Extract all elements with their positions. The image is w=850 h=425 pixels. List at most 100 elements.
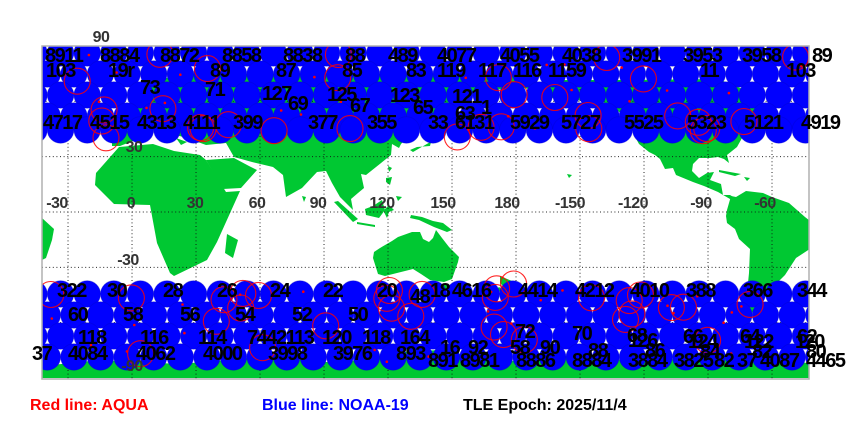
orbit-number: 4919 bbox=[801, 112, 841, 134]
orbit-number: 4616 bbox=[452, 280, 492, 302]
orbit-number: 22 bbox=[323, 280, 344, 302]
orbit-number: 87 bbox=[276, 60, 297, 82]
orbit-number: 164 bbox=[400, 327, 430, 349]
orbit-number: 88 bbox=[588, 340, 609, 362]
orbit-number: 8858 bbox=[222, 45, 262, 67]
legend-tle-epoch: TLE Epoch: 2025/11/4 bbox=[463, 397, 627, 414]
lon-label: 90 bbox=[309, 195, 327, 212]
orbit-number: 489 bbox=[388, 45, 418, 67]
orbit-number: 3976 bbox=[333, 343, 373, 365]
orbit-number: 399 bbox=[233, 112, 263, 134]
lat-label: -90 bbox=[121, 358, 143, 375]
orbit-number: 4010 bbox=[630, 280, 670, 302]
orbit-number: 48 bbox=[410, 286, 431, 308]
lon-label: 60 bbox=[248, 195, 266, 212]
orbit-number: 3884 bbox=[628, 350, 668, 372]
lat-label: 30 bbox=[125, 139, 143, 156]
lon-label: -150 bbox=[554, 195, 586, 212]
orbit-number: 4465 bbox=[806, 350, 846, 372]
orbit-number: 67 bbox=[350, 95, 371, 117]
orbit-number: 121 bbox=[452, 86, 482, 108]
orbit-number: 119 bbox=[437, 60, 466, 82]
orbit-number: 8884 bbox=[100, 45, 140, 67]
orbit-number: 33 bbox=[428, 112, 449, 134]
orbit-number: 4055 bbox=[500, 45, 540, 67]
orbit-number: 56 bbox=[180, 304, 201, 326]
orbit-number: 11 bbox=[700, 60, 720, 82]
orbit-number: 124 bbox=[688, 331, 718, 353]
orbit-number: 4084 bbox=[68, 343, 108, 365]
orbit-number: 8838 bbox=[283, 45, 323, 67]
orbit-number: 126 bbox=[628, 330, 658, 352]
orbit-number: 88 bbox=[345, 45, 366, 67]
orbit-number: 4414 bbox=[518, 280, 558, 302]
orbit-number: 4717 bbox=[43, 112, 83, 134]
orbit-number: 83 bbox=[406, 60, 427, 82]
orbit-number: 4087 bbox=[760, 350, 800, 372]
orbit-number: 1159 bbox=[548, 60, 587, 82]
orbit-number: 322 bbox=[57, 280, 87, 302]
orbit-number: 4077 bbox=[437, 45, 477, 67]
orbit-number: 103 bbox=[46, 60, 76, 82]
orbit-number: 123 bbox=[390, 85, 420, 107]
orbit-number: 4000 bbox=[203, 343, 243, 365]
orbit-number: 70 bbox=[572, 323, 593, 345]
lat-label: 90 bbox=[92, 29, 110, 46]
orbit-number: 5121 bbox=[744, 112, 784, 134]
orbit-number: 3998 bbox=[268, 343, 308, 365]
orbit-number: 50 bbox=[348, 304, 369, 326]
orbit-number: 4038 bbox=[562, 45, 602, 67]
orbit-number: 118 bbox=[362, 327, 391, 349]
orbit-number: 377 bbox=[308, 112, 338, 134]
orbit-number: 744 bbox=[247, 327, 277, 349]
orbit-number: 114 bbox=[198, 327, 227, 349]
orbit-number: 8872 bbox=[160, 45, 200, 67]
orbit-number: 58 bbox=[123, 304, 144, 326]
orbit-number: 54 bbox=[235, 304, 256, 326]
orbit-number: 82 bbox=[714, 350, 735, 372]
orbit-number: 24 bbox=[270, 280, 291, 302]
orbit-number: 85 bbox=[342, 60, 363, 82]
orbit-number: 5525 bbox=[624, 112, 664, 134]
orbit-number: 8911 bbox=[45, 45, 84, 67]
orbit-number: 6131 bbox=[455, 112, 495, 134]
orbit-number: 4515 bbox=[90, 112, 130, 134]
orbit-number: 18 bbox=[430, 280, 451, 302]
lon-label: 0 bbox=[126, 195, 136, 212]
orbit-number: 62 bbox=[797, 326, 818, 348]
orbit-number: 52 bbox=[292, 304, 313, 326]
orbit-number: 28 bbox=[163, 280, 184, 302]
orbit-number: 8981 bbox=[460, 350, 500, 372]
orbit-number: 8884 bbox=[572, 350, 612, 372]
orbit-number: 68 bbox=[627, 325, 648, 347]
orbit-number: 73 bbox=[140, 77, 161, 99]
orbit-number: 3825 bbox=[674, 350, 714, 372]
orbit-number: 80 bbox=[806, 341, 827, 363]
orbit-number: 82 bbox=[752, 341, 773, 363]
orbit-number: 71 bbox=[205, 79, 226, 101]
orbit-number: 388 bbox=[686, 280, 716, 302]
orbit-number: 30 bbox=[107, 280, 128, 302]
orbit-number: 3991 bbox=[622, 45, 662, 67]
orbit-number: 355 bbox=[367, 112, 397, 134]
orbit-number: 3958 bbox=[742, 45, 782, 67]
orbit-number: 89 bbox=[812, 45, 833, 67]
orbit-number: 125 bbox=[327, 84, 357, 106]
legend-red-line: Red line: AQUA bbox=[30, 397, 149, 414]
lon-label: -120 bbox=[617, 195, 649, 212]
orbit-number: 366 bbox=[743, 280, 773, 302]
orbit-number: 1 bbox=[481, 97, 492, 119]
lon-label: 150 bbox=[430, 195, 456, 212]
orbit-number: 90 bbox=[540, 337, 561, 359]
orbit-number: 120 bbox=[795, 331, 825, 353]
lon-label: -60 bbox=[754, 195, 776, 212]
orbit-number: 5323 bbox=[687, 112, 727, 134]
orbit-number: 16 bbox=[440, 337, 461, 359]
lon-label: 30 bbox=[186, 195, 204, 212]
orbit-number: 4111 bbox=[183, 112, 221, 134]
orbit-number: 120 bbox=[322, 327, 352, 349]
orbit-number: 893 bbox=[396, 343, 426, 365]
orbit-number: 2113 bbox=[276, 327, 315, 349]
orbit-number: 60 bbox=[68, 304, 89, 326]
